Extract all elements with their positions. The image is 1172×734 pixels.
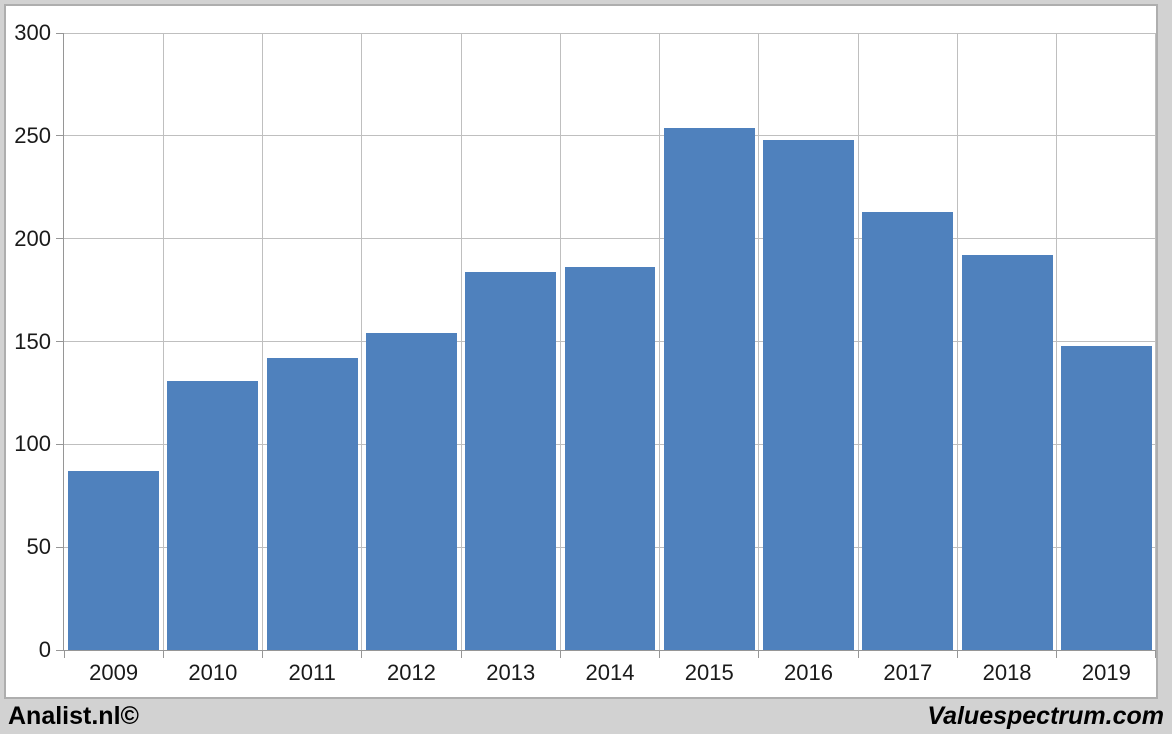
gridline-vertical bbox=[1056, 33, 1058, 650]
bar-2013 bbox=[465, 271, 557, 650]
x-axis-label: 2012 bbox=[386, 660, 436, 685]
x-axis-tick bbox=[361, 651, 363, 658]
bar-2018 bbox=[961, 255, 1053, 650]
x-axis-tick bbox=[956, 651, 958, 658]
gridline-vertical bbox=[659, 33, 661, 650]
x-axis-tick bbox=[460, 651, 462, 658]
bar-2015 bbox=[663, 127, 755, 650]
x-axis-tick bbox=[1154, 651, 1156, 658]
x-axis-label: 2017 bbox=[883, 660, 933, 685]
y-axis-tick bbox=[56, 32, 63, 34]
x-axis-label: 2015 bbox=[684, 660, 734, 685]
gridline-vertical bbox=[758, 33, 760, 650]
y-axis-tick bbox=[56, 341, 63, 342]
bar-2019 bbox=[1060, 345, 1152, 650]
y-axis-tick bbox=[56, 135, 63, 137]
gridline-horizontal bbox=[64, 32, 1156, 34]
gridline-vertical bbox=[1154, 33, 1156, 650]
plot-area: 0 50 100 150 200 250 300 2009 2010 2011 2012 2013 20… bbox=[14, 20, 1156, 685]
y-axis-label: 200 bbox=[14, 225, 51, 251]
y-axis-label: 50 bbox=[26, 534, 51, 560]
y-axis-label: 0 bbox=[38, 637, 51, 662]
x-axis-tick bbox=[857, 651, 859, 658]
gridline-vertical bbox=[460, 33, 462, 650]
y-axis-label: 150 bbox=[14, 328, 51, 354]
bar-2010 bbox=[167, 380, 259, 650]
x-axis-label: 2010 bbox=[188, 660, 238, 685]
gridline-vertical bbox=[361, 33, 363, 650]
bar-2011 bbox=[266, 357, 358, 650]
footer-brand-valuespectrum: Valuespectrum.com bbox=[927, 702, 1164, 730]
y-axis-tick bbox=[56, 546, 63, 548]
x-axis-label: 2016 bbox=[784, 660, 834, 685]
x-axis-tick bbox=[559, 651, 561, 658]
footer-brand-analist: Analist.nl© bbox=[8, 702, 139, 730]
bar-2009 bbox=[68, 471, 160, 650]
x-axis-label: 2018 bbox=[982, 660, 1032, 685]
bar-2016 bbox=[763, 139, 854, 650]
x-axis-tick bbox=[162, 651, 164, 658]
y-axis-label: 300 bbox=[14, 20, 51, 45]
bar-2012 bbox=[366, 333, 457, 650]
gridline-horizontal bbox=[64, 135, 1156, 137]
bar-2014 bbox=[564, 267, 656, 650]
footer-bar: Analist.nl© Valuespectrum.com bbox=[0, 699, 1172, 734]
chart-frame: 0 50 100 150 200 250 300 2009 2010 2011 2012 2013 20… bbox=[4, 4, 1158, 699]
x-axis-label: 2009 bbox=[89, 660, 139, 685]
y-axis-label: 250 bbox=[14, 122, 51, 148]
y-axis-label: 100 bbox=[14, 431, 51, 457]
x-axis-label: 2013 bbox=[486, 660, 536, 685]
gridline-vertical bbox=[559, 33, 561, 650]
x-axis-tick bbox=[63, 651, 65, 658]
x-axis-tick bbox=[659, 651, 661, 658]
y-axis-tick bbox=[56, 238, 63, 240]
gridline-vertical bbox=[262, 33, 264, 650]
y-axis-tick bbox=[56, 443, 63, 445]
x-axis-label: 2011 bbox=[288, 660, 336, 685]
y-axis-tick bbox=[56, 649, 63, 651]
x-axis-label: 2014 bbox=[585, 660, 635, 685]
bar-2017 bbox=[862, 211, 954, 650]
gridline-vertical bbox=[162, 33, 164, 650]
x-axis-label: 2019 bbox=[1081, 660, 1131, 685]
x-axis-tick bbox=[1056, 651, 1058, 658]
gridline-horizontal bbox=[64, 238, 1156, 240]
x-axis-tick bbox=[262, 651, 264, 658]
x-axis-tick bbox=[758, 651, 760, 658]
gridline-vertical bbox=[956, 33, 958, 650]
gridline-vertical bbox=[857, 33, 859, 650]
